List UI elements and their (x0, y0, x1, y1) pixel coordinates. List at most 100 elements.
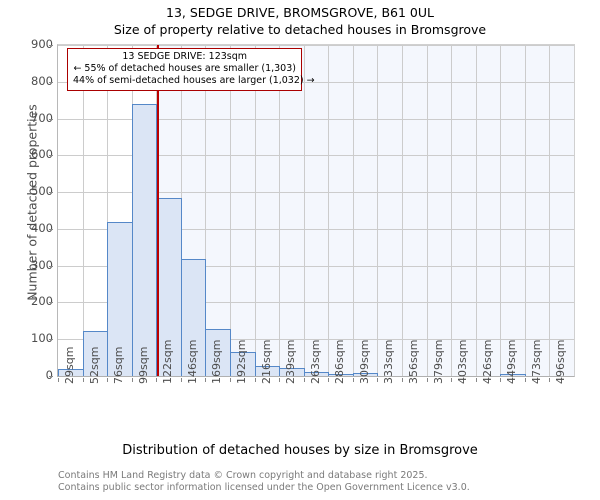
y-tick-mark-900 (49, 45, 53, 46)
attribution-footer: Contains HM Land Registry data © Crown c… (58, 470, 470, 493)
x-tick-mark-17 (475, 378, 477, 382)
x-axis-label: Distribution of detached houses by size … (122, 443, 478, 458)
x-tick-label-4: 122sqm (161, 339, 175, 384)
x-tick-mark-10 (303, 378, 305, 382)
x-tick-label-15: 379sqm (431, 339, 445, 384)
x-tick-mark-4 (156, 378, 158, 382)
gridline-y-700 (58, 118, 574, 120)
gridline-y-800 (58, 81, 574, 83)
gridline-y-300 (58, 265, 574, 267)
y-tick-mark-200 (49, 302, 53, 304)
y-axis-ticks: 0 100 200 300 400 500 600 700 800 900 (0, 0, 53, 500)
chart-subtitle: Size of property relative to detached ho… (113, 22, 487, 37)
y-axis-label: Number of detached properties (24, 104, 40, 301)
x-tick-label-2: 76sqm (112, 346, 126, 384)
gridline-x-19 (525, 45, 526, 376)
x-tick-label-9: 239sqm (284, 339, 298, 384)
x-tick-mark-6 (205, 378, 207, 382)
gridline-x-14 (402, 45, 403, 376)
table-row (279, 367, 305, 376)
gridline-x-12 (353, 45, 354, 376)
x-tick-label-7: 192sqm (235, 339, 248, 384)
y-tick-label-900: 900 (31, 37, 53, 51)
x-tick-mark-13 (377, 378, 379, 382)
table-row (156, 197, 182, 376)
gridline-y-500 (58, 192, 574, 194)
y-tick-label-200: 200 (31, 294, 53, 309)
x-tick-mark-16 (451, 378, 453, 382)
x-tick-label-14: 356sqm (407, 339, 420, 384)
gridline-y-100 (58, 339, 574, 341)
x-tick-mark-15 (426, 378, 428, 382)
gridline-x-11 (328, 45, 329, 376)
gridline-x-18 (500, 45, 501, 376)
x-tick-label-20: 496sqm (554, 339, 568, 384)
y-tick-label-800: 800 (31, 73, 53, 88)
x-tick-label-18: 449sqm (505, 339, 519, 384)
y-tick-mark-0 (49, 376, 53, 377)
gridline-x-2 (107, 45, 108, 376)
x-tick-label-5: 146sqm (185, 339, 199, 384)
y-tick-mark-300 (49, 265, 53, 267)
y-tick-label-600: 600 (31, 147, 53, 162)
y-tick-label-0: 0 (45, 368, 53, 382)
gridline-x-16 (451, 45, 452, 376)
y-tick-mark-600 (49, 155, 53, 157)
x-tick-mark-5 (180, 378, 182, 382)
x-tick-mark-19 (524, 378, 526, 382)
larger-region-shading (158, 45, 574, 376)
plot-area (57, 44, 575, 377)
gridline-x-10 (304, 45, 305, 376)
gridline-x-13 (377, 45, 378, 376)
gridline-y-400 (58, 228, 574, 230)
x-tick-mark-8 (254, 378, 256, 382)
page-title: 13, SEDGE DRIVE, BROMSGROVE, B61 0UL (166, 5, 434, 20)
x-tick-label-16: 403sqm (456, 339, 470, 384)
x-tick-label-8: 216sqm (259, 339, 273, 384)
gridline-x-7 (230, 45, 231, 376)
y-tick-label-500: 500 (31, 184, 53, 199)
x-tick-label-12: 309sqm (357, 339, 371, 384)
y-tick-mark-800 (49, 81, 53, 83)
y-tick-label-700: 700 (31, 110, 53, 125)
y-tick-label-300: 300 (31, 257, 53, 272)
footer-line-1: Contains HM Land Registry data © Crown c… (58, 470, 428, 481)
table-row (181, 259, 206, 376)
x-tick-mark-7 (230, 378, 231, 382)
y-tick-label-400: 400 (31, 220, 53, 235)
gridline-x-15 (427, 45, 428, 376)
annotation-line-1: 13 SEDGE DRIVE: 123sqm (122, 51, 248, 62)
table-row (132, 103, 157, 376)
x-tick-label-0: 29sqm (63, 346, 76, 384)
x-tick-mark-18 (500, 378, 502, 382)
x-tick-mark-1 (82, 378, 84, 382)
x-tick-mark-2 (107, 378, 109, 382)
x-tick-mark-3 (131, 378, 133, 382)
annotation-line-2: ← 55% of detached houses are smaller (1,… (73, 63, 296, 74)
gridline-x-8 (255, 45, 256, 376)
x-tick-mark-11 (328, 378, 330, 382)
gridline-x-17 (476, 45, 477, 376)
footer-line-2: Contains public sector information licen… (58, 481, 470, 493)
x-tick-mark-9 (279, 378, 281, 382)
y-tick-mark-500 (49, 192, 53, 194)
chart-title-block: 13, SEDGE DRIVE, BROMSGROVE, B61 0UL Siz… (0, 4, 600, 38)
gridline-y-200 (58, 302, 574, 304)
x-tick-label-11: 286sqm (333, 339, 347, 384)
gridline-x-6 (205, 45, 206, 376)
x-tick-label-3: 99sqm (136, 346, 150, 384)
x-tick-label-1: 52sqm (87, 346, 101, 384)
x-tick-mark-14 (402, 378, 403, 382)
x-tick-mark-20 (549, 378, 551, 382)
annotation-callout: 13 SEDGE DRIVE: 123sqm ← 55% of detached… (67, 48, 315, 91)
subject-property-marker (157, 45, 160, 376)
y-tick-label-100: 100 (31, 331, 53, 346)
gridline-y-600 (58, 155, 574, 157)
y-tick-mark-400 (49, 228, 53, 230)
x-tick-label-17: 426sqm (480, 339, 494, 384)
y-tick-mark-700 (49, 118, 53, 120)
x-tick-label-6: 169sqm (210, 339, 224, 384)
gridline-x-9 (279, 45, 280, 376)
x-tick-label-10: 263sqm (308, 339, 322, 384)
